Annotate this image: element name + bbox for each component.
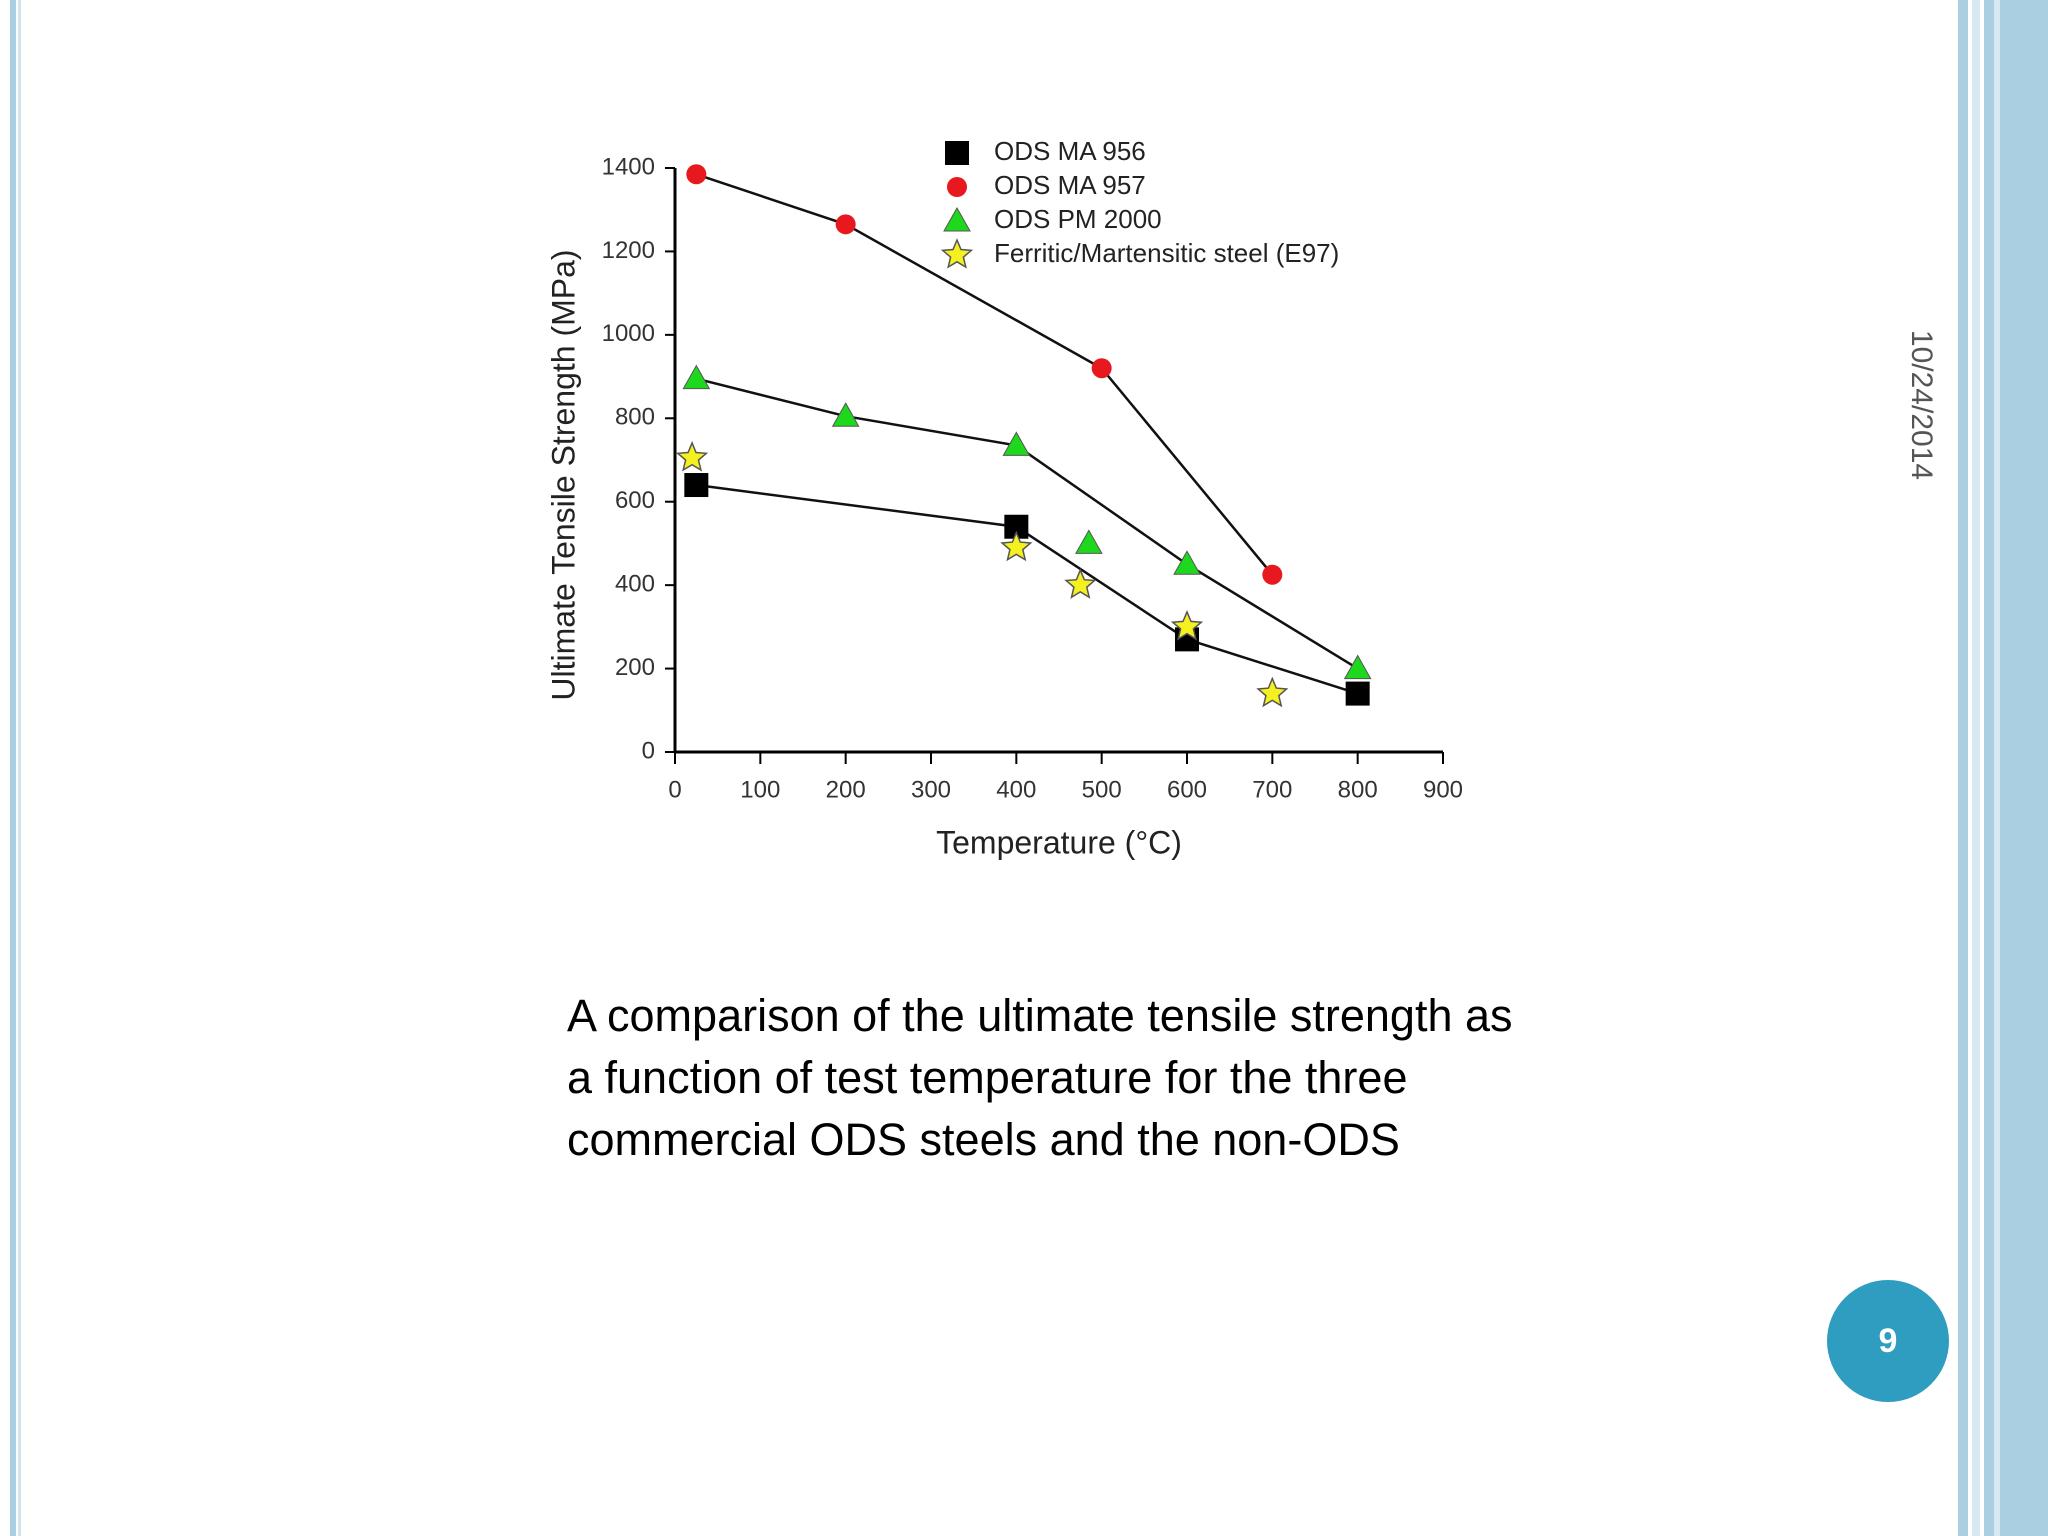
- marker-circle: [1262, 564, 1283, 585]
- series-line: [695, 173, 1274, 576]
- marker-circle: [686, 164, 707, 185]
- legend-label: ODS PM 2000: [994, 204, 1162, 234]
- page-number: 9: [1879, 1322, 1898, 1360]
- x-tick-label: 900: [1423, 776, 1463, 803]
- chart: 0 200 400 600 800 1000 1200 1400 0 100 200 300 400 50…: [545, 136, 1463, 861]
- y-tick-label: 1400: [602, 153, 655, 180]
- y-axis-label: Ultimate Tensile Strength (MPa): [545, 249, 581, 700]
- x-tick-label: 600: [1167, 776, 1207, 803]
- right-border: [1994, 0, 2000, 1536]
- y-tick-label: 600: [615, 487, 655, 514]
- marker-square: [684, 473, 709, 498]
- y-tick-label: 1200: [602, 237, 655, 264]
- y-tick-label: 200: [615, 654, 655, 681]
- caption: A comparison of the ultimate tensile str…: [567, 990, 1513, 1165]
- y-tick-label: 0: [642, 737, 655, 764]
- marker-triangle: [831, 402, 860, 427]
- x-tick-label: 700: [1252, 776, 1292, 803]
- marker-triangle: [1173, 550, 1201, 575]
- legend-label: ODS MA 957: [994, 170, 1146, 200]
- legend-label: Ferritic/Martensitic steel (E97): [994, 238, 1339, 268]
- x-tick-label: 200: [826, 776, 866, 803]
- y-tick-label: 400: [615, 570, 655, 597]
- marker-star: [1170, 609, 1204, 641]
- x-tick-label: 100: [740, 776, 780, 803]
- page-badge: [1827, 1280, 1949, 1402]
- marker-triangle: [1075, 529, 1103, 554]
- x-tick-label: 500: [1082, 776, 1122, 803]
- y-tick-label: 1000: [602, 320, 655, 347]
- right-border: [1984, 0, 2048, 1536]
- x-tick-label: 800: [1338, 776, 1378, 803]
- legend-label: ODS MA 956: [994, 136, 1146, 166]
- marker-circle: [835, 214, 856, 235]
- marker-star: [1256, 676, 1289, 708]
- slide-date: 10/24/2014: [1905, 330, 1938, 480]
- marker-star: [675, 440, 709, 472]
- marker-triangle: [682, 364, 711, 390]
- marker-triangle: [1002, 431, 1031, 456]
- left-border: [10, 0, 16, 1536]
- x-tick-label: 300: [911, 776, 951, 803]
- legend-marker: [947, 177, 967, 197]
- marker-square: [1345, 681, 1370, 706]
- series-line: [696, 483, 1359, 695]
- left-border: [18, 0, 21, 1536]
- marker-triangle: [1343, 654, 1372, 680]
- marker-star: [1064, 568, 1097, 599]
- marker-square: [1004, 514, 1029, 539]
- legend-marker: [945, 141, 969, 165]
- right-border: [1958, 0, 1968, 1536]
- y-tick-label: 800: [615, 404, 655, 431]
- x-tick-label: 400: [996, 776, 1036, 803]
- marker-circle: [1091, 358, 1112, 379]
- marker-star: [1000, 530, 1033, 562]
- legend-marker: [943, 206, 971, 232]
- x-axis-label: Temperature (°C): [936, 824, 1182, 860]
- legend-marker: [940, 238, 974, 269]
- x-tick-label: 0: [668, 776, 681, 803]
- right-border: [1972, 0, 1980, 1536]
